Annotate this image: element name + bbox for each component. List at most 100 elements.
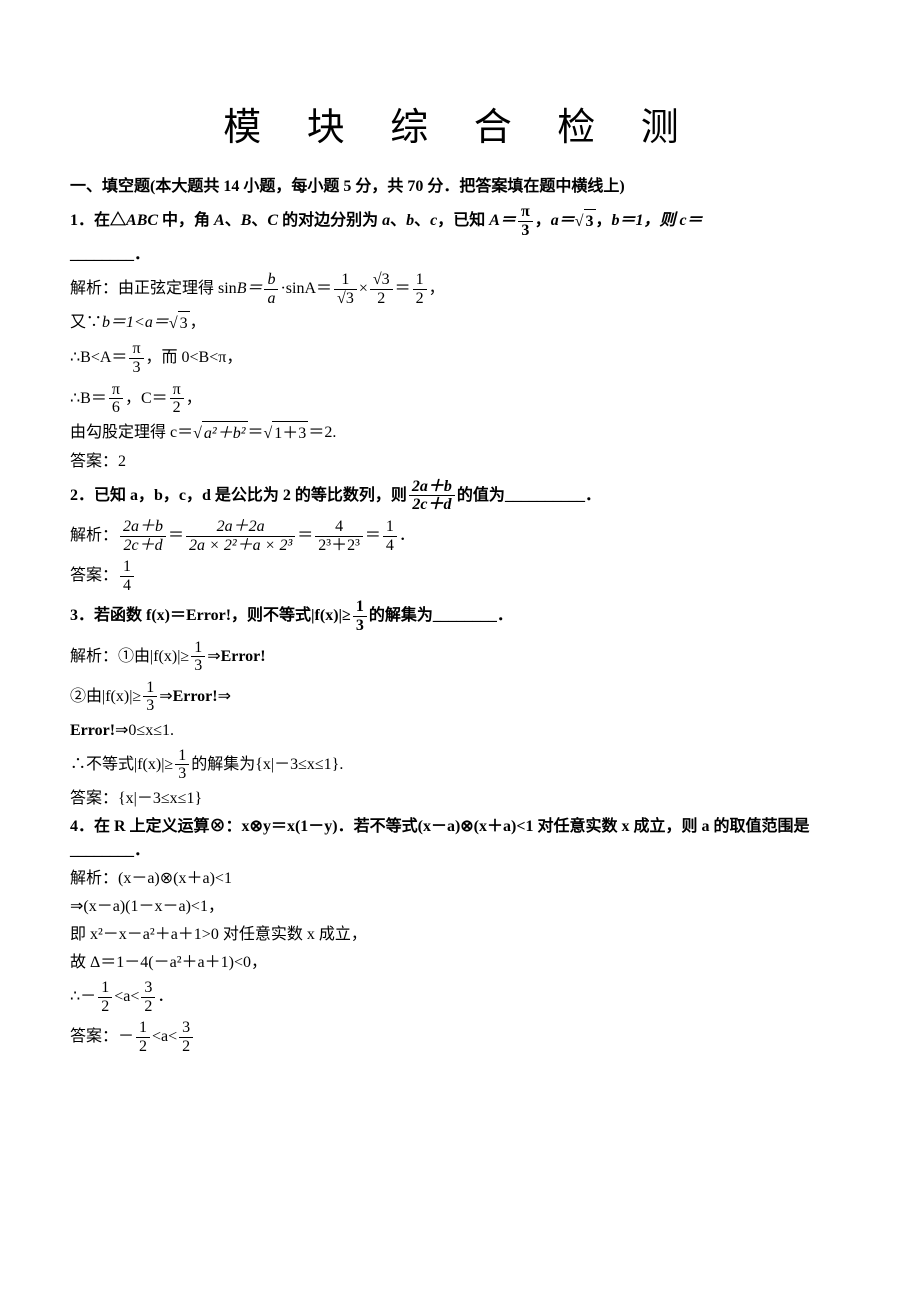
t: ∴B＝	[70, 389, 107, 406]
num: 4	[315, 518, 363, 537]
sep: 、	[251, 212, 267, 229]
t: 由勾股定理得 c＝	[70, 424, 193, 441]
den: 3	[353, 617, 367, 635]
t: ，C＝	[125, 389, 168, 406]
den: 2	[170, 399, 184, 417]
b: B	[241, 212, 252, 229]
text: 1．在△	[70, 212, 126, 229]
sqrt3: √3	[575, 209, 596, 234]
num: 1	[413, 271, 427, 290]
arrow: ⇒	[207, 647, 220, 664]
num: π	[518, 203, 533, 222]
t: 的值为	[457, 487, 505, 504]
den: 4	[383, 537, 397, 555]
times: ×	[359, 280, 368, 297]
den: 2a × 2²＋a × 2³	[186, 537, 295, 555]
dot: ．	[399, 527, 415, 544]
frac: 13	[175, 747, 189, 783]
frac-b-a: ba	[264, 271, 278, 307]
label: 解析：由正弦定理得 sin	[70, 280, 237, 297]
t: ②由|f(x)|≥	[70, 687, 141, 704]
frac: 14	[120, 558, 134, 594]
frac: 14	[383, 518, 397, 554]
den: 3	[518, 222, 533, 240]
frac: 13	[191, 639, 205, 675]
err: Error!	[221, 647, 266, 664]
a: A	[214, 212, 225, 229]
comma: ，	[190, 315, 206, 332]
den: 2	[136, 1038, 150, 1056]
comma: ，	[535, 212, 551, 229]
num: 1	[353, 598, 367, 617]
t: <a<	[114, 988, 139, 1005]
t: <a<	[152, 1028, 177, 1045]
den: √3	[334, 290, 357, 308]
t: ∴－	[70, 988, 96, 1005]
frac: 2a＋b2c＋d	[120, 518, 166, 554]
label: 答案：－	[70, 1028, 134, 1045]
err: Error!	[70, 722, 115, 739]
arrow: ⇒	[159, 687, 172, 704]
num: 1	[191, 639, 205, 658]
c: C	[267, 212, 278, 229]
rad: 3	[382, 271, 390, 288]
sqrt: √3	[169, 311, 190, 336]
eq2: ＝2.	[308, 424, 336, 441]
q4-prompt: 4．在 R 上定义运算⊗：x⊗y＝x(1－y)．若不等式(x－a)⊗(x＋a)<…	[70, 815, 850, 863]
q1-sol-3: ∴B<A＝π3，而 0<B<π，	[70, 340, 850, 376]
comma: ，	[429, 280, 445, 297]
num: 1	[383, 518, 397, 537]
page-title: 模 块 综 合 检 测	[70, 100, 850, 157]
num: 3	[141, 979, 155, 998]
t: ⇒0≤x≤1.	[115, 722, 174, 739]
blank: ________．	[70, 842, 150, 859]
q3-sol-1: 解析：①由|f(x)|≥13⇒Error!	[70, 639, 850, 675]
b: B＝	[237, 280, 263, 297]
q4-sol-2: ⇒(x－a)(1－x－a)<1，	[70, 895, 850, 919]
comma: ，	[596, 212, 612, 229]
frac: 42³＋2³	[315, 518, 363, 554]
q1-answer: 答案：2	[70, 450, 850, 474]
den: 2	[141, 998, 155, 1016]
abc: ABC	[126, 212, 158, 229]
q1-sol-2: 又∵b＝1<a＝√3，	[70, 311, 850, 336]
dot: ．	[157, 988, 173, 1005]
frac: π3	[129, 340, 143, 376]
section-header: 一、填空题(本大题共 14 小题，每小题 5 分，共 70 分．把答案填在题中横…	[70, 175, 850, 199]
text: ，已知	[437, 212, 489, 229]
q4-sol-4: 故 Δ＝1－4(－a²＋a＋1)<0，	[70, 951, 850, 975]
frac-pi-3: π3	[518, 203, 533, 239]
sep: 、	[225, 212, 241, 229]
num: 1	[120, 558, 134, 577]
num: √3	[370, 271, 393, 290]
q4-sol-3: 即 x²－x－a²＋a＋1>0 对任意实数 x 成立，	[70, 923, 850, 947]
q3-sol-3: Error!⇒0≤x≤1.	[70, 719, 850, 743]
frac: 12	[98, 979, 112, 1015]
q3-sol-2: ②由|f(x)|≥13⇒Error!⇒	[70, 679, 850, 715]
den: 3	[175, 765, 189, 783]
rad: 3	[584, 209, 596, 234]
t: 解析：①由|f(x)|≥	[70, 647, 189, 664]
sqrt: √a²＋b²	[193, 421, 247, 446]
q4-sol-1: 解析：(x－a)⊗(x＋a)<1	[70, 867, 850, 891]
t: b＝1<a＝	[102, 315, 169, 332]
t: 又∵	[70, 315, 102, 332]
den: 2³＋2³	[315, 537, 363, 555]
eq: ＝	[395, 280, 411, 297]
rad: 3	[346, 290, 354, 307]
text: 的对边分别为	[278, 212, 382, 229]
q4-sol-5: ∴－12<a<32．	[70, 979, 850, 1015]
frac: 13	[353, 598, 367, 634]
q1-blank: ________．	[70, 243, 850, 267]
q2-sol: 解析：2a＋b2c＋d＝2a＋2a2a × 2²＋a × 2³＝42³＋2³＝1…	[70, 518, 850, 554]
eq: b＝1，则 c＝	[612, 212, 703, 229]
q3-answer: 答案：{x|－3≤x≤1}	[70, 787, 850, 811]
frac: 32	[179, 1019, 193, 1055]
arrow: ⇒	[218, 687, 231, 704]
den: 4	[120, 577, 134, 595]
label: 答案：	[70, 567, 118, 584]
frac: 12	[413, 271, 427, 307]
eq: ＝	[168, 527, 184, 544]
num: π	[109, 381, 123, 400]
blank: __________．	[505, 487, 601, 504]
